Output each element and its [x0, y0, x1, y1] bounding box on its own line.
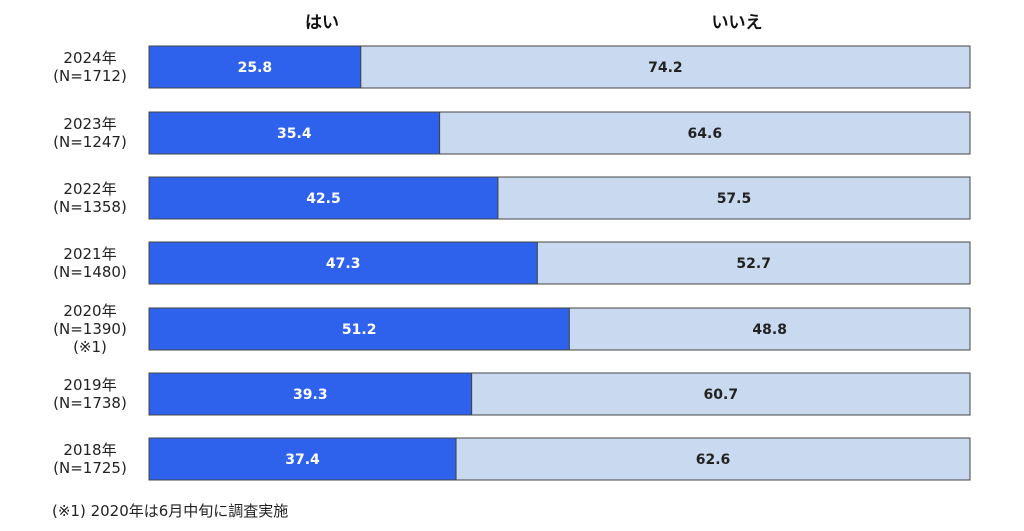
bar-no-4 — [568, 307, 971, 351]
data-label-no-1: 64.6 — [688, 126, 723, 142]
bar-yes-6 — [148, 437, 457, 481]
category-year-0: 2024年 — [63, 49, 116, 67]
category-n-2: (N=1358) — [53, 198, 127, 216]
data-label-no-2: 57.5 — [717, 191, 752, 207]
data-label-yes-2: 42.5 — [306, 191, 341, 207]
bar-no-6 — [455, 437, 971, 481]
data-label-yes-0: 25.8 — [238, 60, 273, 76]
category-year-2: 2022年 — [63, 180, 116, 198]
data-label-no-0: 74.2 — [648, 60, 683, 76]
bar-no-2 — [497, 176, 971, 220]
category-year-1: 2023年 — [63, 115, 116, 133]
data-label-no-6: 62.6 — [696, 452, 731, 468]
category-n-3: (N=1480) — [53, 263, 127, 281]
category-year-4: 2020年 — [63, 302, 116, 320]
category-n-1: (N=1247) — [53, 133, 127, 151]
category-n-5: (N=1738) — [53, 394, 127, 412]
bar-yes-4 — [148, 307, 570, 351]
legend-label-yes: はい — [305, 13, 339, 33]
category-n-4: (N=1390) — [53, 320, 127, 338]
data-label-no-4: 48.8 — [752, 322, 787, 338]
bar-no-1 — [439, 111, 971, 155]
bar-no-0 — [360, 45, 971, 89]
category-year-3: 2021年 — [63, 245, 116, 263]
footnote: (※1) 2020年は6月中旬に調査実施 — [52, 502, 289, 520]
category-note-4: (※1) — [73, 338, 107, 356]
data-label-yes-4: 51.2 — [342, 322, 377, 338]
category-year-6: 2018年 — [63, 441, 116, 459]
bar-no-3 — [536, 241, 971, 285]
category-n-0: (N=1712) — [53, 67, 127, 85]
data-label-yes-6: 37.4 — [285, 452, 320, 468]
category-n-6: (N=1725) — [53, 459, 127, 477]
bar-yes-1 — [148, 111, 441, 155]
bar-no-5 — [471, 372, 971, 416]
data-label-yes-1: 35.4 — [277, 126, 312, 142]
data-label-no-5: 60.7 — [704, 387, 739, 403]
category-year-5: 2019年 — [63, 376, 116, 394]
data-label-no-3: 52.7 — [736, 256, 771, 272]
bar-yes-3 — [148, 241, 538, 285]
bar-yes-0 — [148, 45, 362, 89]
legend-label-no: いいえ — [712, 13, 763, 33]
data-label-yes-5: 39.3 — [293, 387, 328, 403]
bar-yes-2 — [148, 176, 499, 220]
data-label-yes-3: 47.3 — [326, 256, 361, 272]
